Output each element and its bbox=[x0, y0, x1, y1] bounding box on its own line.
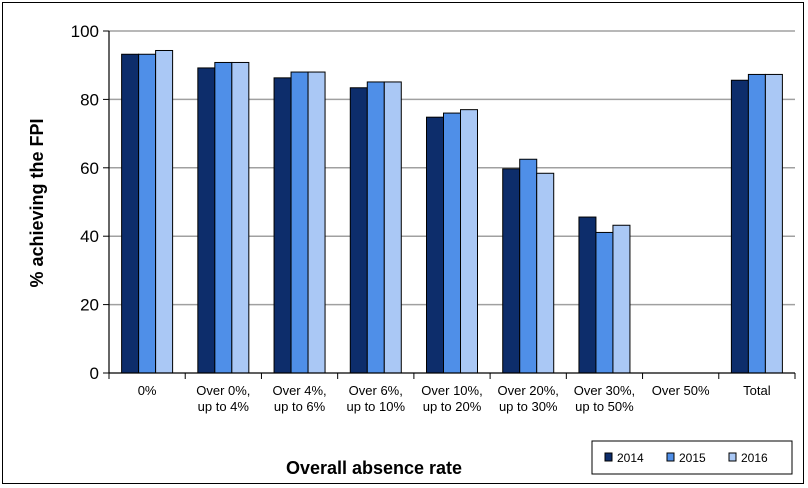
x-tick-label: Over 4%, bbox=[272, 383, 326, 398]
bar-2015-5 bbox=[519, 158, 538, 374]
legend-box bbox=[591, 440, 793, 475]
x-tick-labels: 0% Over 0%,up to 4% Over 4%,up to 6% Over 6… bbox=[138, 383, 771, 414]
legend-swatch-2015 bbox=[666, 452, 675, 462]
x-tick-label: up to 10% bbox=[347, 399, 406, 414]
bar-2014-4 bbox=[426, 116, 444, 374]
bar-2016-8 bbox=[764, 73, 783, 374]
bar-2014-5 bbox=[502, 168, 521, 374]
bar-2015-0 bbox=[138, 53, 157, 374]
x-tick-label: up to 50% bbox=[575, 399, 634, 414]
bar-2014-3 bbox=[349, 87, 368, 374]
bar-2016-6 bbox=[612, 224, 631, 374]
bar-2015-2 bbox=[290, 71, 309, 374]
x-tick-label: 0% bbox=[138, 383, 157, 398]
x-axis-title: Overall absence rate bbox=[286, 458, 462, 478]
x-tick-label: up to 6% bbox=[274, 399, 326, 414]
bar-2014-0 bbox=[121, 53, 140, 374]
x-tick-label: Over 10%, bbox=[421, 383, 482, 398]
bar-2015-3 bbox=[366, 81, 385, 374]
bar-2015-8 bbox=[747, 73, 766, 374]
legend-label-2016: 2016 bbox=[741, 451, 768, 465]
legend-label-2014: 2014 bbox=[617, 451, 644, 465]
x-tick-label: Over 30%, bbox=[574, 383, 635, 398]
y-tick-label: 60 bbox=[80, 159, 99, 178]
bar-2014-2 bbox=[273, 77, 292, 374]
y-axis-title: % achieving the FPI bbox=[27, 118, 47, 287]
bar-2015-1 bbox=[214, 61, 233, 374]
x-tick-label: Over 50% bbox=[652, 383, 710, 398]
y-tick-label: 40 bbox=[80, 227, 99, 246]
legend-swatch-2016 bbox=[728, 452, 737, 462]
bar-2016-3 bbox=[383, 81, 402, 374]
bar-2016-4 bbox=[460, 109, 478, 374]
x-tick-label: Over 6%, bbox=[349, 383, 403, 398]
x-tick-label: Total bbox=[743, 383, 771, 398]
legend-swatch-2014 bbox=[604, 452, 613, 462]
bar-2014-6 bbox=[578, 216, 597, 374]
bar-2015-6 bbox=[595, 231, 614, 374]
bar-2016-2 bbox=[307, 71, 326, 374]
bar-2016-0 bbox=[155, 49, 174, 374]
bar-2016-1 bbox=[231, 61, 250, 374]
bar-2014-8 bbox=[730, 79, 749, 374]
bar-2014-1 bbox=[197, 67, 216, 374]
x-tick-label: up to 30% bbox=[499, 399, 558, 414]
bar-2015-4 bbox=[443, 112, 461, 374]
bar-2016-5 bbox=[536, 172, 555, 374]
x-tick-label: Over 20%, bbox=[498, 383, 559, 398]
axes bbox=[103, 30, 796, 379]
y-tick-label: 20 bbox=[80, 296, 99, 315]
legend: 2014 2015 2016 bbox=[591, 440, 793, 475]
bars bbox=[121, 49, 783, 374]
y-tick-labels: 0 20 40 60 80 100 bbox=[71, 22, 99, 383]
x-tick-label: up to 4% bbox=[198, 399, 250, 414]
y-tick-label: 0 bbox=[90, 364, 99, 383]
y-tick-label: 80 bbox=[80, 90, 99, 109]
legend-label-2015: 2015 bbox=[679, 451, 706, 465]
x-tick-label: up to 20% bbox=[423, 399, 482, 414]
y-tick-label: 100 bbox=[71, 22, 99, 41]
x-tick-label: Over 0%, bbox=[196, 383, 250, 398]
